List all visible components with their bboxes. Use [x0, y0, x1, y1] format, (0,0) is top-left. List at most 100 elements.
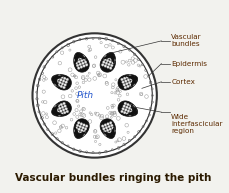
- Polygon shape: [74, 119, 89, 139]
- Circle shape: [101, 125, 104, 128]
- Circle shape: [80, 123, 82, 125]
- Circle shape: [128, 107, 130, 110]
- Circle shape: [61, 106, 63, 109]
- Circle shape: [102, 127, 105, 130]
- Circle shape: [124, 80, 127, 82]
- Circle shape: [55, 83, 57, 85]
- Polygon shape: [74, 53, 86, 64]
- Circle shape: [57, 104, 60, 107]
- Circle shape: [129, 111, 132, 113]
- Circle shape: [101, 63, 104, 66]
- Circle shape: [74, 130, 76, 132]
- Circle shape: [75, 55, 78, 58]
- Circle shape: [121, 81, 124, 84]
- Polygon shape: [74, 127, 86, 138]
- Circle shape: [126, 85, 129, 88]
- Circle shape: [125, 76, 128, 79]
- Circle shape: [133, 79, 136, 82]
- Circle shape: [104, 55, 107, 58]
- Circle shape: [112, 59, 115, 62]
- Circle shape: [130, 108, 133, 111]
- Circle shape: [110, 64, 113, 67]
- Circle shape: [123, 111, 125, 114]
- Circle shape: [61, 82, 63, 85]
- Polygon shape: [103, 127, 114, 138]
- Circle shape: [65, 108, 67, 110]
- Circle shape: [102, 61, 105, 63]
- Circle shape: [75, 127, 77, 130]
- Circle shape: [111, 61, 114, 64]
- Circle shape: [82, 124, 85, 126]
- Circle shape: [105, 126, 107, 129]
- Circle shape: [129, 84, 131, 87]
- Circle shape: [55, 108, 58, 111]
- Polygon shape: [52, 101, 71, 116]
- Circle shape: [109, 58, 112, 60]
- Circle shape: [78, 54, 81, 57]
- Circle shape: [104, 124, 106, 126]
- Circle shape: [120, 78, 123, 81]
- Circle shape: [77, 60, 80, 63]
- Circle shape: [62, 80, 65, 82]
- Circle shape: [109, 130, 112, 133]
- Circle shape: [82, 55, 84, 58]
- Circle shape: [77, 121, 80, 124]
- Circle shape: [53, 109, 56, 112]
- Circle shape: [107, 125, 110, 128]
- Circle shape: [111, 133, 113, 136]
- Text: Cortex: Cortex: [171, 79, 194, 85]
- Circle shape: [80, 129, 83, 132]
- Text: Vascular
bundles: Vascular bundles: [171, 34, 201, 47]
- Circle shape: [74, 59, 76, 62]
- Circle shape: [128, 81, 130, 84]
- Circle shape: [58, 81, 61, 84]
- Circle shape: [59, 110, 62, 112]
- Text: Vascular bundles ringing the pith: Vascular bundles ringing the pith: [15, 173, 211, 183]
- Circle shape: [76, 64, 79, 67]
- Circle shape: [108, 134, 111, 137]
- Circle shape: [131, 105, 134, 108]
- Polygon shape: [117, 74, 137, 90]
- Circle shape: [76, 124, 79, 127]
- Circle shape: [132, 76, 135, 79]
- Circle shape: [82, 65, 85, 67]
- Circle shape: [103, 130, 106, 133]
- Circle shape: [60, 103, 63, 106]
- Circle shape: [122, 83, 125, 86]
- Circle shape: [108, 60, 111, 63]
- Circle shape: [76, 58, 79, 60]
- Circle shape: [104, 65, 106, 67]
- Circle shape: [111, 127, 114, 130]
- Circle shape: [104, 133, 107, 135]
- Text: Wide
interfascicular
region: Wide interfascicular region: [171, 114, 222, 134]
- Circle shape: [57, 84, 60, 87]
- Circle shape: [62, 86, 65, 89]
- Circle shape: [60, 76, 63, 79]
- Polygon shape: [125, 104, 136, 115]
- Polygon shape: [52, 74, 71, 90]
- Polygon shape: [52, 104, 63, 115]
- Circle shape: [79, 57, 82, 59]
- Polygon shape: [125, 75, 136, 87]
- Circle shape: [80, 66, 82, 68]
- Circle shape: [55, 105, 57, 108]
- Circle shape: [123, 77, 125, 80]
- Circle shape: [126, 110, 129, 112]
- Polygon shape: [117, 101, 137, 116]
- Circle shape: [54, 112, 57, 115]
- Circle shape: [58, 75, 60, 78]
- Circle shape: [125, 112, 128, 115]
- Circle shape: [63, 105, 66, 108]
- Circle shape: [84, 127, 87, 130]
- Circle shape: [83, 130, 85, 133]
- Polygon shape: [52, 75, 63, 87]
- Circle shape: [132, 112, 135, 115]
- Circle shape: [63, 111, 66, 114]
- Circle shape: [32, 33, 156, 158]
- Circle shape: [131, 83, 134, 85]
- Circle shape: [60, 112, 63, 115]
- Circle shape: [55, 80, 58, 83]
- Circle shape: [78, 134, 81, 137]
- Circle shape: [128, 75, 131, 78]
- Circle shape: [58, 107, 61, 110]
